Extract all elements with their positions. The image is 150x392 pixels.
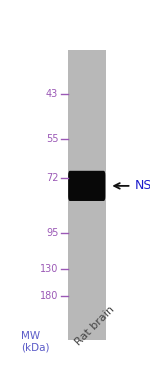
FancyBboxPatch shape [68, 50, 106, 340]
Text: MW
(kDa): MW (kDa) [21, 331, 50, 352]
Text: Rat brain: Rat brain [73, 304, 117, 347]
FancyBboxPatch shape [68, 171, 105, 201]
Text: NSF: NSF [135, 180, 150, 192]
Text: 43: 43 [46, 89, 58, 99]
Text: 95: 95 [46, 228, 58, 238]
Text: 130: 130 [40, 264, 58, 274]
Text: 180: 180 [40, 291, 58, 301]
Text: 72: 72 [46, 173, 58, 183]
Text: 55: 55 [46, 134, 58, 144]
